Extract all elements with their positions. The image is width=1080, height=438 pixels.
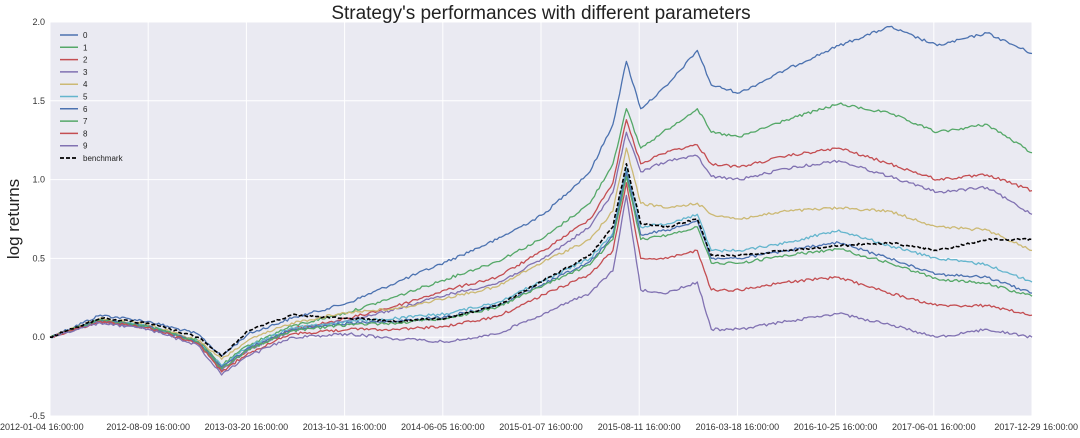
y-tick-label: 1.0 — [32, 175, 45, 185]
x-tick-label: 2012-01-04 16:00:00 — [0, 422, 84, 432]
x-tick-label: 2014-06-05 16:00:00 — [401, 422, 485, 432]
x-tick-label: 2012-08-09 16:00:00 — [106, 422, 190, 432]
grid-lines — [49, 21, 1033, 417]
series-line-8 — [49, 182, 1033, 373]
x-tick-label: 2017-06-01 16:00:00 — [892, 422, 976, 432]
series-line-9 — [49, 194, 1033, 376]
legend-label-4: 4 — [83, 80, 88, 89]
x-tick-label: 2017-12-29 16:00:00 — [994, 422, 1078, 432]
legend-label-5: 5 — [83, 93, 88, 102]
x-axis-ticks: 2012-01-04 16:00:00 2012-08-09 16:00:00 20… — [0, 422, 1078, 432]
series-line-benchmark — [50, 163, 1033, 357]
series-line-7 — [49, 175, 1033, 370]
legend-label-7: 7 — [83, 117, 88, 126]
y-axis-ticks: -0.5 0.0 0.5 1.0 1.5 2.0 — [29, 17, 45, 421]
legend-label-8: 8 — [83, 129, 88, 138]
y-tick-label: 0.0 — [32, 332, 45, 342]
y-tick-label: 0.5 — [32, 253, 45, 263]
legend-label-3: 3 — [83, 68, 88, 77]
legend: 0 1 2 3 4 5 6 7 8 9 benchmark — [60, 31, 124, 163]
series-layer — [49, 25, 1033, 376]
legend-label-1: 1 — [83, 43, 88, 52]
legend-label-2: 2 — [83, 56, 88, 65]
series-line-3 — [49, 131, 1033, 371]
x-tick-label: 2013-03-20 16:00:00 — [205, 422, 289, 432]
y-tick-label: 1.5 — [32, 96, 45, 106]
series-line-4 — [49, 147, 1033, 360]
legend-label-9: 9 — [83, 142, 88, 151]
legend-label-6: 6 — [83, 105, 88, 114]
x-tick-label: 2016-03-18 16:00:00 — [696, 422, 780, 432]
chart-title: Strategy's performances with different p… — [331, 3, 750, 24]
x-tick-label: 2013-10-31 16:00:00 — [303, 422, 387, 432]
series-line-1 — [49, 102, 1033, 367]
legend-label-benchmark: benchmark — [83, 154, 124, 163]
legend-label-0: 0 — [83, 31, 88, 40]
y-tick-label: -0.5 — [29, 411, 45, 421]
y-axis-label: log returns — [4, 179, 23, 259]
x-tick-label: 2015-08-11 16:00:00 — [598, 422, 681, 432]
x-tick-label: 2016-10-25 16:00:00 — [794, 422, 878, 432]
x-tick-label: 2015-01-07 16:00:00 — [499, 422, 583, 432]
y-tick-label: 2.0 — [32, 17, 45, 27]
